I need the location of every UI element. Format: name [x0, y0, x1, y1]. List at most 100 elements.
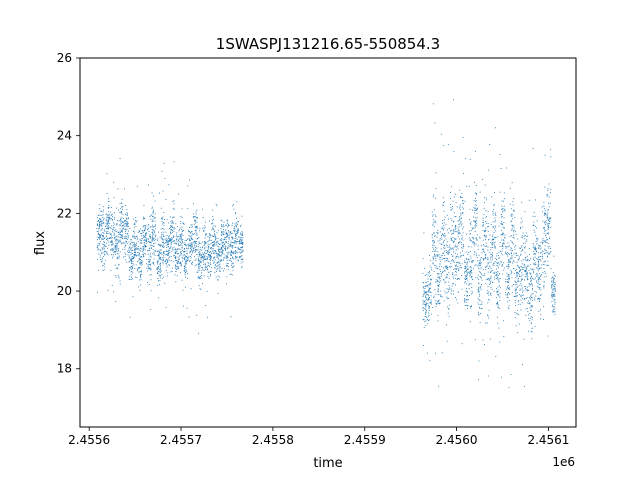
- scatter-point: [202, 257, 204, 258]
- scatter-point: [549, 252, 551, 254]
- scatter-point: [154, 217, 156, 219]
- scatter-point: [444, 254, 446, 256]
- scatter-point: [180, 236, 182, 238]
- scatter-point: [508, 274, 510, 276]
- scatter-point: [543, 232, 545, 234]
- scatter-point: [554, 290, 556, 292]
- scatter-point: [235, 250, 237, 252]
- scatter-point: [470, 283, 472, 285]
- scatter-point: [167, 244, 168, 245]
- scatter-point: [464, 279, 466, 281]
- x-axis-label: time: [313, 456, 342, 471]
- scatter-point: [513, 272, 515, 274]
- scatter-point: [464, 278, 466, 280]
- scatter-point: [440, 248, 442, 250]
- scatter-point: [470, 306, 472, 307]
- x-tick-label: 2.4561: [527, 433, 569, 447]
- y-tick-label: 18: [57, 362, 72, 376]
- scatter-point: [191, 254, 192, 256]
- scatter-point: [495, 303, 497, 305]
- x-tick-label: 2.4557: [160, 433, 202, 447]
- scatter-point: [526, 268, 528, 270]
- scatter-point: [199, 253, 201, 255]
- scatter-point: [236, 231, 238, 233]
- scatter-point: [170, 226, 172, 228]
- scatter-point: [162, 260, 164, 262]
- scatter-point: [547, 188, 549, 190]
- scatter-point: [439, 271, 441, 273]
- scatter-point: [197, 258, 199, 260]
- scatter-point: [145, 253, 146, 255]
- scatter-point: [522, 274, 524, 276]
- scatter-point: [240, 242, 242, 244]
- scatter-point: [452, 255, 454, 257]
- scatter-point: [224, 237, 226, 238]
- scatter-point: [440, 280, 442, 282]
- scatter-point: [426, 291, 428, 293]
- scatter-point: [441, 352, 443, 354]
- scatter-point: [150, 267, 152, 269]
- scatter-point: [490, 280, 492, 282]
- scatter-point: [134, 243, 136, 245]
- scatter-point: [116, 238, 118, 240]
- scatter-point: [504, 237, 506, 239]
- scatter-point: [425, 319, 427, 321]
- scatter-point: [115, 301, 117, 303]
- scatter-point: [194, 246, 196, 248]
- scatter-point: [447, 289, 449, 290]
- scatter-point: [474, 150, 476, 152]
- scatter-point: [454, 274, 456, 276]
- scatter-point: [115, 241, 117, 243]
- scatter-point: [486, 215, 487, 217]
- scatter-point: [99, 235, 101, 236]
- scatter-point: [112, 254, 114, 256]
- scatter-point: [460, 221, 462, 223]
- scatter-point: [489, 265, 491, 267]
- scatter-point: [547, 233, 549, 234]
- scatter-point: [150, 235, 152, 237]
- scatter-point: [447, 260, 449, 262]
- scatter-point: [223, 247, 225, 249]
- scatter-point: [485, 322, 487, 324]
- scatter-point: [132, 236, 133, 238]
- scatter-point: [450, 288, 452, 290]
- scatter-point: [467, 254, 469, 255]
- scatter-point: [207, 268, 208, 270]
- scatter-point: [163, 255, 165, 257]
- scatter-point: [237, 259, 239, 261]
- scatter-point: [129, 269, 131, 271]
- scatter-point: [195, 211, 197, 213]
- scatter-point: [528, 259, 530, 261]
- scatter-point: [121, 242, 123, 244]
- scatter-point: [172, 217, 174, 219]
- scatter-point: [494, 236, 495, 238]
- scatter-point: [453, 212, 455, 214]
- scatter-point: [237, 241, 239, 243]
- scatter-point: [529, 254, 531, 256]
- scatter-point: [173, 216, 175, 218]
- scatter-point: [485, 242, 487, 244]
- scatter-point: [195, 213, 197, 215]
- scatter-point: [198, 285, 200, 287]
- scatter-point: [240, 259, 242, 261]
- scatter-point: [505, 246, 507, 248]
- scatter-point: [161, 217, 163, 219]
- scatter-point: [106, 239, 107, 241]
- scatter-point: [433, 244, 435, 246]
- scatter-point: [476, 212, 478, 214]
- scatter-point: [229, 253, 231, 255]
- scatter-point: [222, 245, 224, 247]
- scatter-point: [174, 274, 176, 276]
- scatter-point: [217, 245, 219, 247]
- scatter-point: [201, 277, 203, 279]
- scatter-point: [462, 247, 464, 249]
- scatter-point: [226, 233, 228, 235]
- scatter-point: [478, 314, 480, 316]
- scatter-point: [156, 262, 158, 264]
- scatter-point: [119, 280, 121, 282]
- scatter-point: [459, 225, 461, 227]
- scatter-point: [475, 255, 477, 257]
- scatter-point: [554, 311, 556, 313]
- scatter-point: [551, 281, 553, 283]
- scatter-point: [219, 266, 221, 268]
